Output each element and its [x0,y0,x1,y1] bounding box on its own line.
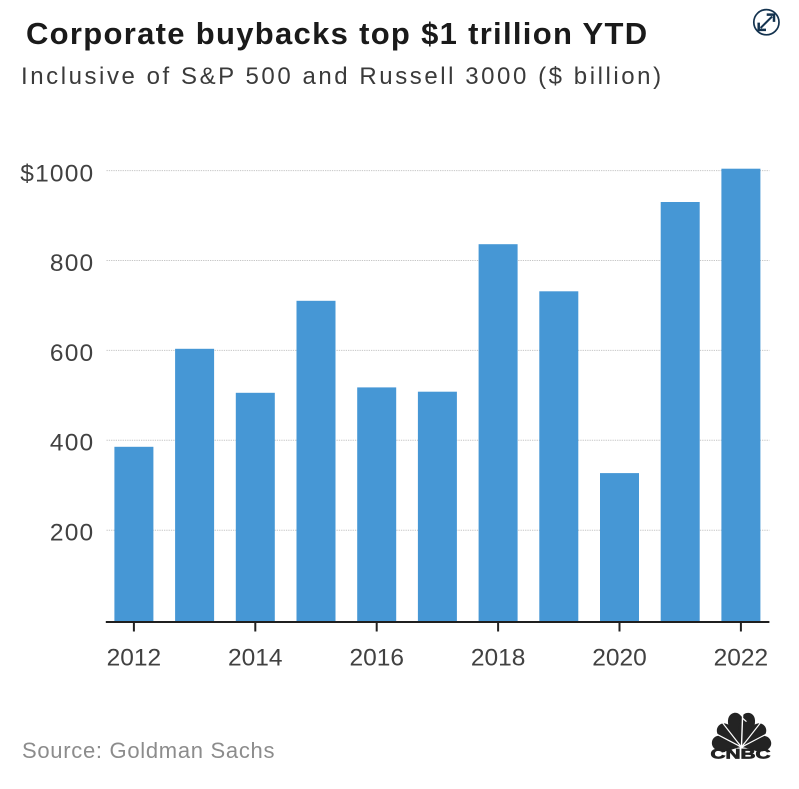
svg-text:800: 800 [50,250,94,277]
svg-text:2012: 2012 [107,645,162,672]
svg-text:$1000: $1000 [20,161,94,188]
svg-text:2020: 2020 [592,645,647,672]
svg-text:2022: 2022 [714,645,769,672]
svg-text:2016: 2016 [349,645,404,672]
svg-text:CNBC: CNBC [711,747,771,762]
svg-text:600: 600 [50,340,94,367]
svg-text:2018: 2018 [471,645,526,672]
svg-text:400: 400 [50,430,94,457]
svg-text:200: 200 [50,520,94,547]
svg-text:2014: 2014 [228,645,283,672]
